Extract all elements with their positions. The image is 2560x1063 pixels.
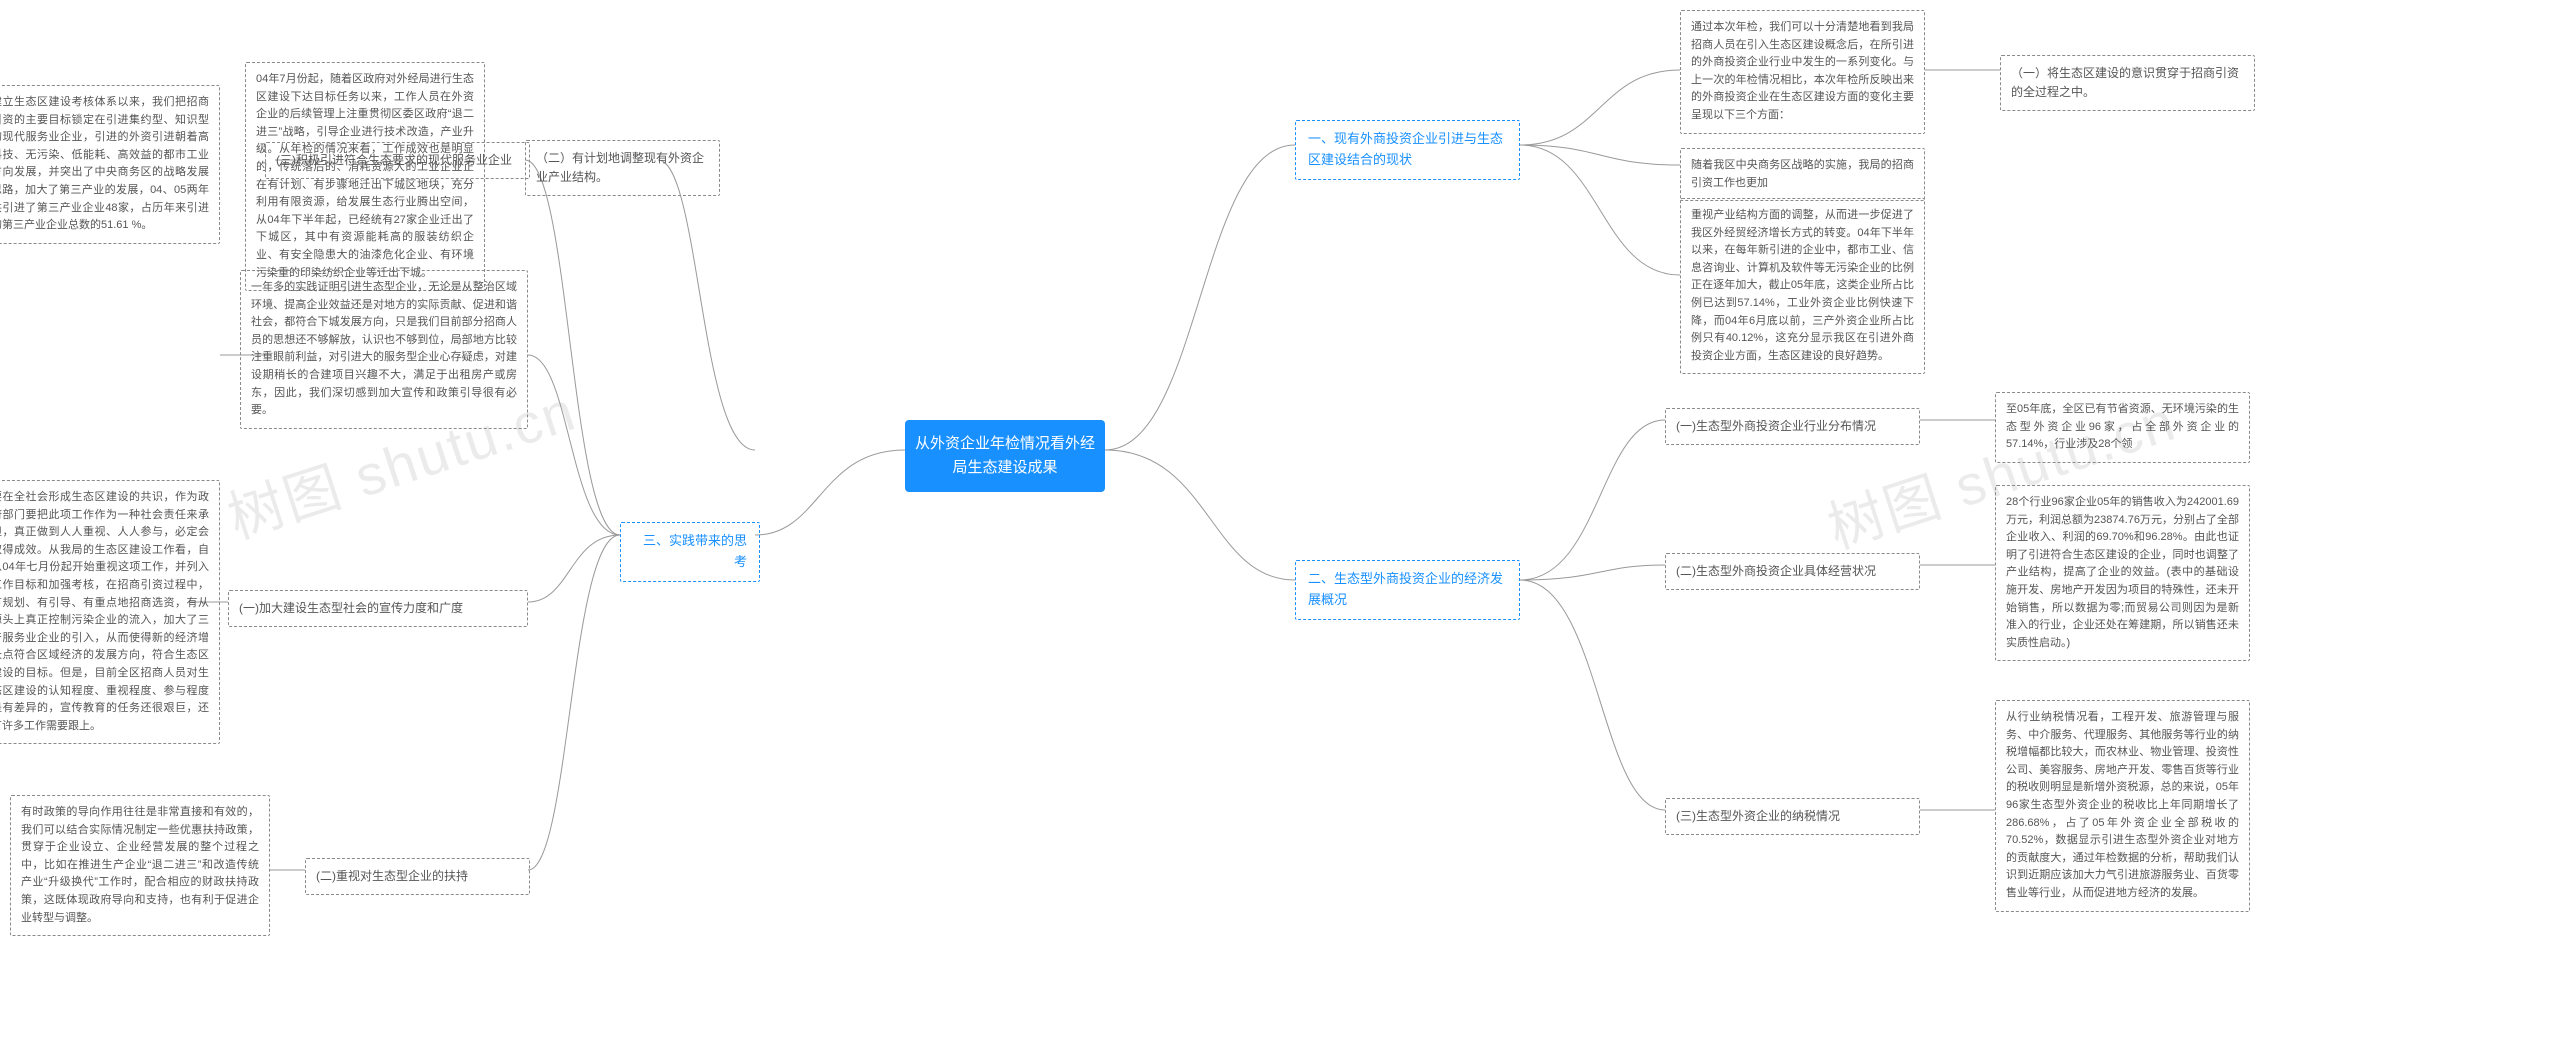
branch-2-c2-label: (二)生态型外商投资企业具体经营状况 bbox=[1665, 553, 1920, 590]
branch-3-c2: 一年多的实践证明引进生态型企业，无论是从整治区域环境、提高企业效益还是对地方的实… bbox=[240, 270, 528, 429]
branch-2-c3-text: 从行业纳税情况看，工程开发、旅游管理与服务、中介服务、代理服务、其他服务等行业的… bbox=[1995, 700, 2250, 912]
branch-3-c3-label: (一)加大建设生态型社会的宣传力度和广度 bbox=[228, 590, 528, 627]
branch-2-c2-text: 28个行业96家企业05年的销售收入为242001.69万元，利润总额为2387… bbox=[1995, 485, 2250, 661]
branch-2-c3-label: (三)生态型外资企业的纳税情况 bbox=[1665, 798, 1920, 835]
branch-3-c3-text: 要在全社会形成生态区建设的共识，作为政府部门要把此项工作作为一种社会责任来承担，… bbox=[0, 480, 220, 744]
branch-2-title: 二、生态型外商投资企业的经济发展概况 bbox=[1295, 560, 1520, 620]
branch-1-c1-label: （一）将生态区建设的意识贯穿于招商引资的全过程之中。 bbox=[2000, 55, 2255, 111]
branch-1-c2: 随着我区中央商务区战略的实施，我局的招商引资工作也更加 bbox=[1680, 148, 1925, 201]
branch-1-title: 一、现有外商投资企业引进与生态区建设结合的现状 bbox=[1295, 120, 1520, 180]
branch-3-c1-text: 建立生态区建设考核体系以来，我们把招商引资的主要目标锁定在引进集约型、知识型的现… bbox=[0, 85, 220, 244]
branch-c0-label: （二）有计划地调整现有外资企业产业结构。 bbox=[525, 140, 720, 196]
branch-3-c4-label: (二)重视对生态型企业的扶持 bbox=[305, 858, 530, 895]
branch-2-c1-text: 至05年底，全区已有节省资源、无环境污染的生态型外资企业96家，占全部外资企业的… bbox=[1995, 392, 2250, 463]
branch-2-c1-label: (一)生态型外商投资企业行业分布情况 bbox=[1665, 408, 1920, 445]
branch-1-c1-text: 通过本次年检，我们可以十分清楚地看到我局招商人员在引入生态区建设概念后，在所引进… bbox=[1680, 10, 1925, 134]
branch-3-c1-label: (三)积极引进符合生态要求的现代服务业企业 bbox=[265, 142, 530, 179]
branch-1-c3: 重视产业结构方面的调整，从而进一步促进了我区外经贸经济增长方式的转变。04年下半… bbox=[1680, 198, 1925, 374]
branch-3-c4-text: 有时政策的导向作用往往是非常直接和有效的，我们可以结合实际情况制定一些优惠扶持政… bbox=[10, 795, 270, 936]
branch-3-title: 三、实践带来的思考 bbox=[620, 522, 760, 582]
center-node: 从外资企业年检情况看外经局生态建设成果 bbox=[905, 420, 1105, 492]
